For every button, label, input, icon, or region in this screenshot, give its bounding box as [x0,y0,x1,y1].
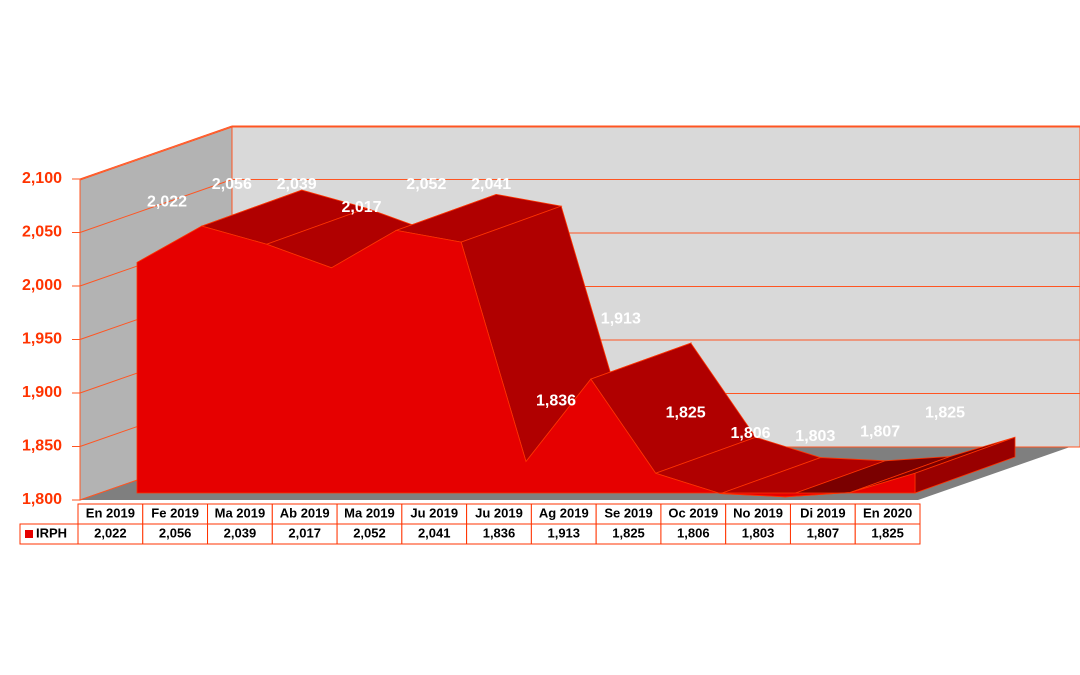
data-label: 1,913 [601,310,641,327]
area-front [136,225,916,498]
x-tick-label: Ju 2019 [475,505,523,520]
table-value: 2,017 [288,525,321,540]
data-label: 2,052 [406,176,446,193]
table-cell [854,523,921,545]
legend-label: IRPH [36,525,67,540]
data-label: 2,017 [341,199,381,216]
grid-line [79,179,233,233]
table-value: 2,052 [353,525,386,540]
y-tick-label: 2,050 [22,224,62,241]
x-tick-label: Oc 2019 [668,505,718,520]
table-value: 1,803 [742,525,775,540]
x-tick-label: Fe 2019 [151,505,199,520]
x-tick-label: Di 2019 [800,505,846,520]
y-tick-label: 2,000 [22,277,62,294]
data-label: 2,041 [471,176,511,193]
x-tick-label: En 2019 [86,505,135,520]
table-value: 1,836 [483,525,516,540]
y-tick-label: 1,850 [22,438,62,455]
y-tick-label: 1,800 [22,491,62,508]
x-tick-label: Se 2019 [604,505,652,520]
table-value: 1,806 [677,525,710,540]
x-tick-label: No 2019 [733,505,783,520]
data-label: 1,806 [730,425,770,442]
x-tick-label: Ag 2019 [539,505,589,520]
x-tick-label: Ju 2019 [410,505,458,520]
table-value: 2,022 [94,525,127,540]
data-label: 1,803 [795,428,835,445]
y-tick-label: 1,900 [22,384,62,401]
data-label: 2,039 [277,176,317,193]
data-label: 1,836 [536,393,576,410]
data-label: 1,807 [860,424,900,441]
table-value: 1,825 [612,525,645,540]
data-label: 2,022 [147,194,187,211]
table-value: 1,825 [871,525,904,540]
data-label: 1,825 [666,404,706,421]
data-label: 2,056 [212,176,252,193]
x-tick-label: En 2020 [863,505,912,520]
data-label: 1,825 [925,404,965,421]
table-value: 1,807 [807,525,840,540]
table-value: 1,913 [547,525,580,540]
x-tick-label: Ma 2019 [215,505,266,520]
x-tick-label: Ab 2019 [280,505,330,520]
legend-swatch [25,530,33,538]
table-value: 2,041 [418,525,451,540]
y-tick-label: 1,950 [22,331,62,348]
x-tick-label: Ma 2019 [344,505,395,520]
grid-line [79,125,233,180]
y-tick-label: 2,100 [22,170,62,187]
table-value: 2,056 [159,525,192,540]
table-value: 2,039 [224,525,257,540]
